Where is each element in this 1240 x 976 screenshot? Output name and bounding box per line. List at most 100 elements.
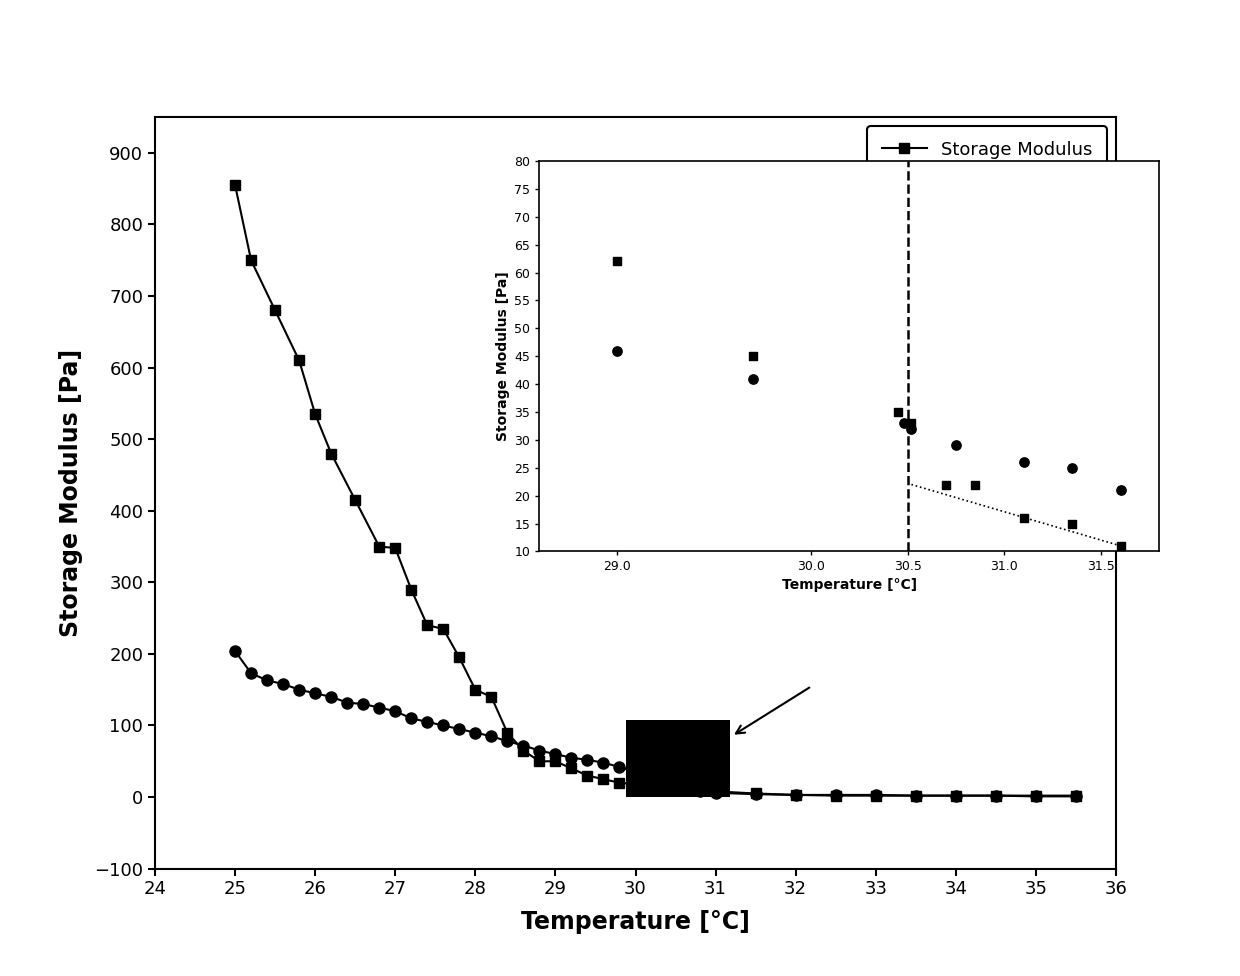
Loss Modulus: [372, 702, 387, 713]
Storage Modulus: [243, 255, 258, 266]
Point: [1063, 460, 1083, 475]
Storage Modulus: [372, 541, 387, 552]
Storage Modulus: [308, 408, 322, 420]
Storage Modulus: [324, 448, 339, 460]
Point: [1111, 482, 1131, 498]
Point: [966, 476, 986, 492]
Bar: [626, 719, 730, 797]
Storage Modulus: [949, 790, 963, 801]
Point: [606, 343, 626, 358]
Point: [946, 437, 966, 453]
Storage Modulus: [347, 494, 362, 506]
Loss Modulus: [451, 723, 466, 735]
X-axis label: Temperature [°C]: Temperature [°C]: [782, 578, 916, 591]
X-axis label: Temperature [°C]: Temperature [°C]: [521, 910, 750, 934]
Loss Modulus: [613, 761, 627, 773]
Storage Modulus: [436, 623, 451, 634]
Loss Modulus: [388, 706, 403, 717]
Storage Modulus: [580, 770, 595, 782]
Storage Modulus: [596, 773, 611, 785]
Storage Modulus: [708, 786, 723, 797]
Point: [1014, 510, 1034, 526]
Loss Modulus: [627, 766, 642, 778]
Storage Modulus: [404, 584, 419, 595]
Loss Modulus: [516, 740, 531, 752]
Storage Modulus: [548, 755, 563, 767]
Storage Modulus: [451, 652, 466, 664]
Storage Modulus: [228, 180, 243, 191]
Storage Modulus: [909, 790, 924, 801]
Loss Modulus: [467, 727, 482, 739]
Storage Modulus: [789, 789, 804, 800]
Loss Modulus: [909, 790, 924, 801]
Loss Modulus: [748, 789, 763, 800]
Y-axis label: Storage Modulus [Pa]: Storage Modulus [Pa]: [60, 348, 83, 637]
Point: [901, 421, 921, 436]
Storage Modulus: [268, 305, 283, 316]
Storage Modulus: [613, 777, 627, 789]
Loss Modulus: [868, 789, 883, 800]
Loss Modulus: [340, 697, 355, 709]
Storage Modulus: [532, 755, 547, 767]
Loss Modulus: [660, 781, 675, 793]
Storage Modulus: [420, 620, 435, 631]
Point: [1111, 538, 1131, 553]
Loss Modulus: [644, 777, 658, 789]
Storage Modulus: [668, 781, 683, 793]
Loss Modulus: [1028, 790, 1043, 801]
Point: [606, 254, 626, 269]
Storage Modulus: [828, 790, 843, 801]
Loss Modulus: [676, 784, 691, 795]
Storage Modulus: [627, 778, 642, 790]
Loss Modulus: [436, 719, 451, 731]
Loss Modulus: [484, 730, 498, 742]
Point: [901, 416, 921, 431]
Loss Modulus: [291, 684, 306, 696]
Point: [888, 404, 908, 420]
Storage Modulus: [1069, 791, 1084, 802]
Storage Modulus: [1028, 791, 1043, 802]
Storage Modulus: [388, 542, 403, 553]
Storage Modulus: [516, 745, 531, 756]
Loss Modulus: [1069, 790, 1084, 801]
Loss Modulus: [404, 712, 419, 724]
Loss Modulus: [275, 678, 290, 690]
Point: [936, 476, 956, 492]
Storage Modulus: [500, 727, 515, 739]
Loss Modulus: [356, 698, 371, 710]
Storage Modulus: [484, 691, 498, 703]
Storage Modulus: [564, 762, 579, 774]
Y-axis label: Storage Modulus [Pa]: Storage Modulus [Pa]: [496, 271, 510, 441]
Loss Modulus: [420, 716, 435, 728]
Loss Modulus: [532, 745, 547, 756]
Legend: Storage Modulus, Loss Modulus: Storage Modulus, Loss Modulus: [867, 126, 1107, 200]
Point: [894, 416, 914, 431]
Loss Modulus: [500, 735, 515, 747]
Loss Modulus: [580, 754, 595, 766]
Storage Modulus: [467, 684, 482, 696]
Loss Modulus: [228, 645, 243, 657]
Storage Modulus: [868, 790, 883, 801]
Loss Modulus: [324, 691, 339, 703]
Point: [1063, 515, 1083, 531]
Loss Modulus: [828, 789, 843, 800]
Loss Modulus: [789, 789, 804, 800]
Loss Modulus: [949, 790, 963, 801]
Line: Storage Modulus: Storage Modulus: [231, 181, 1081, 801]
Loss Modulus: [259, 674, 274, 686]
Storage Modulus: [291, 354, 306, 366]
Line: Loss Modulus: Loss Modulus: [229, 645, 1081, 801]
Loss Modulus: [308, 687, 322, 699]
Storage Modulus: [644, 780, 658, 792]
Storage Modulus: [988, 790, 1003, 801]
Loss Modulus: [692, 786, 707, 797]
Loss Modulus: [564, 752, 579, 763]
Point: [1014, 455, 1034, 470]
Point: [743, 348, 763, 364]
Loss Modulus: [988, 790, 1003, 801]
Loss Modulus: [548, 749, 563, 760]
Point: [743, 371, 763, 386]
Loss Modulus: [243, 668, 258, 679]
Storage Modulus: [748, 788, 763, 799]
Loss Modulus: [708, 787, 723, 798]
